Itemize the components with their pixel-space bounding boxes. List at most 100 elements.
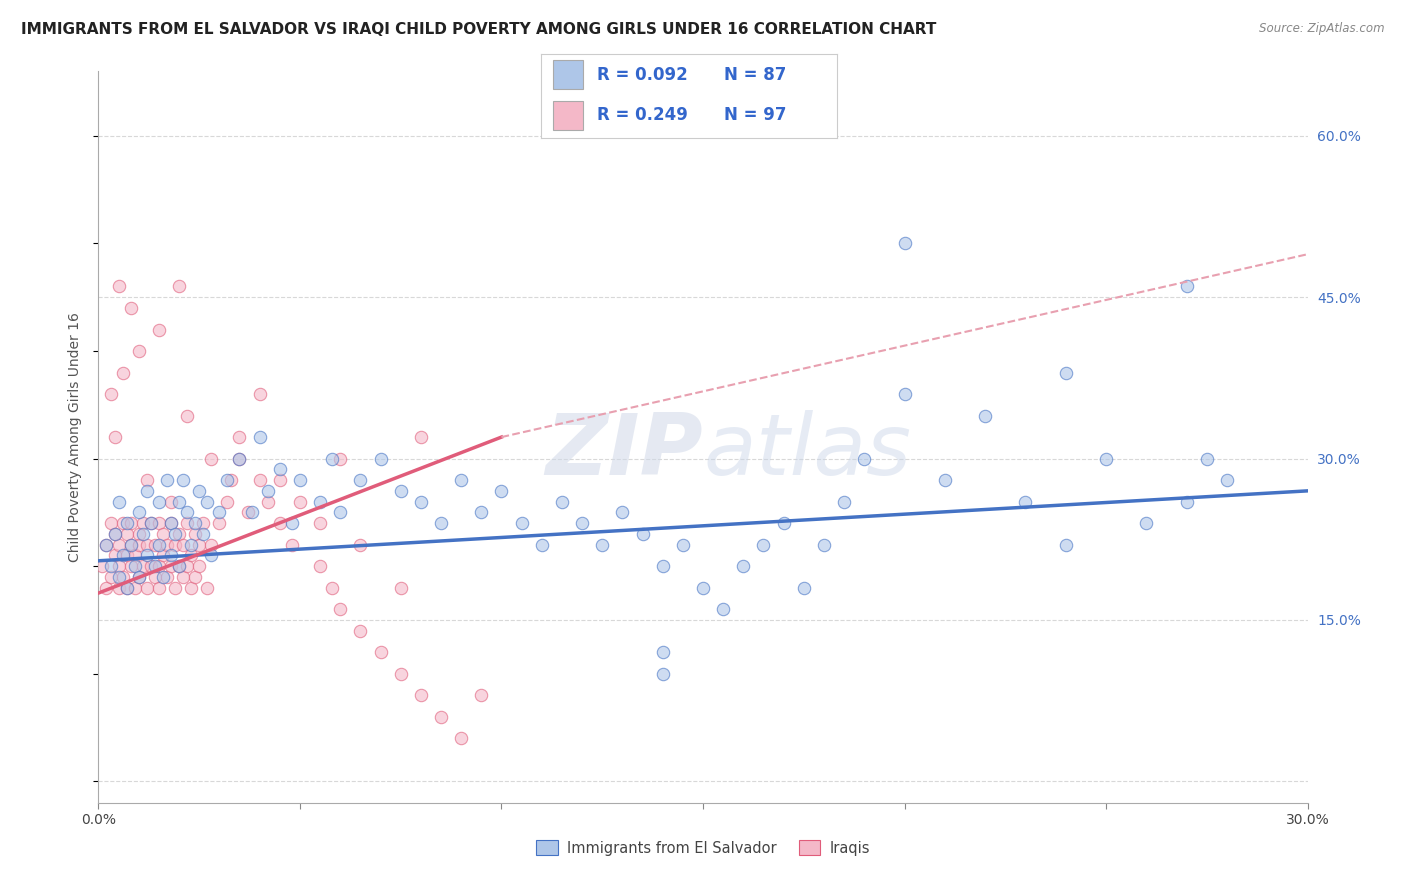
Point [128, 505, 150, 519]
Point [612, 505, 634, 519]
Point [111, 549, 134, 563]
Point [152, 527, 174, 541]
Point [409, 494, 432, 508]
Point [100, 570, 122, 584]
Point [1216, 473, 1239, 487]
Point [100, 387, 122, 401]
Point [256, 483, 278, 498]
Point [309, 494, 332, 508]
Point [120, 538, 142, 552]
Point [167, 494, 190, 508]
Point [172, 570, 194, 584]
Point [591, 538, 613, 552]
Point [370, 451, 392, 466]
Point [111, 570, 134, 584]
Point [269, 516, 291, 530]
Point [180, 538, 202, 552]
Point [180, 581, 202, 595]
Point [120, 516, 142, 530]
Point [156, 570, 179, 584]
Point [148, 538, 170, 552]
Point [135, 473, 157, 487]
Point [100, 559, 122, 574]
Point [193, 516, 215, 530]
Point [934, 473, 956, 487]
Text: R = 0.249: R = 0.249 [598, 106, 689, 124]
Point [228, 430, 250, 444]
Point [249, 473, 271, 487]
Point [128, 570, 150, 584]
Point [370, 645, 392, 659]
Point [139, 559, 162, 574]
Point [163, 581, 186, 595]
Point [893, 236, 915, 251]
Point [152, 570, 174, 584]
Point [103, 549, 125, 563]
Point [160, 516, 183, 530]
Point [167, 279, 190, 293]
Point [288, 473, 311, 487]
Point [103, 527, 125, 541]
Point [470, 688, 492, 702]
Y-axis label: Child Poverty Among Girls Under 16: Child Poverty Among Girls Under 16 [69, 312, 83, 562]
Point [176, 559, 198, 574]
Point [193, 527, 215, 541]
Text: N = 97: N = 97 [724, 106, 787, 124]
Text: N = 87: N = 87 [724, 66, 787, 84]
Point [148, 581, 170, 595]
Point [269, 462, 291, 476]
Point [172, 538, 194, 552]
Point [167, 559, 190, 574]
Point [124, 581, 146, 595]
Point [349, 473, 371, 487]
Point [240, 505, 263, 519]
Point [510, 516, 533, 530]
Point [135, 581, 157, 595]
Point [470, 505, 492, 519]
Point [208, 505, 231, 519]
Text: ZIP: ZIP [546, 410, 703, 493]
Point [167, 527, 190, 541]
Point [156, 538, 179, 552]
Point [160, 494, 183, 508]
Point [1195, 451, 1218, 466]
Point [180, 549, 202, 563]
Point [96, 581, 118, 595]
Point [103, 527, 125, 541]
Point [115, 581, 138, 595]
Point [389, 666, 412, 681]
Point [692, 581, 714, 595]
Point [1054, 366, 1077, 380]
Point [176, 516, 198, 530]
Point [221, 473, 243, 487]
Point [103, 430, 125, 444]
Text: Source: ZipAtlas.com: Source: ZipAtlas.com [1260, 22, 1385, 36]
Point [1175, 279, 1198, 293]
Point [188, 538, 211, 552]
Point [329, 505, 352, 519]
Point [893, 387, 915, 401]
Point [132, 516, 155, 530]
Point [128, 527, 150, 541]
Point [107, 581, 129, 595]
Point [349, 538, 371, 552]
Text: R = 0.092: R = 0.092 [598, 66, 688, 84]
Point [176, 505, 198, 519]
Legend: Immigrants from El Salvador, Iraqis: Immigrants from El Salvador, Iraqis [530, 834, 876, 862]
Point [120, 538, 142, 552]
Point [135, 483, 157, 498]
Point [389, 483, 412, 498]
Point [1014, 494, 1036, 508]
Point [571, 516, 593, 530]
Point [184, 527, 207, 541]
Point [107, 570, 129, 584]
Point [409, 430, 432, 444]
Point [135, 538, 157, 552]
Point [152, 549, 174, 563]
Point [288, 494, 311, 508]
Point [115, 549, 138, 563]
Point [160, 516, 183, 530]
Point [269, 473, 291, 487]
Point [163, 538, 186, 552]
Point [530, 538, 553, 552]
